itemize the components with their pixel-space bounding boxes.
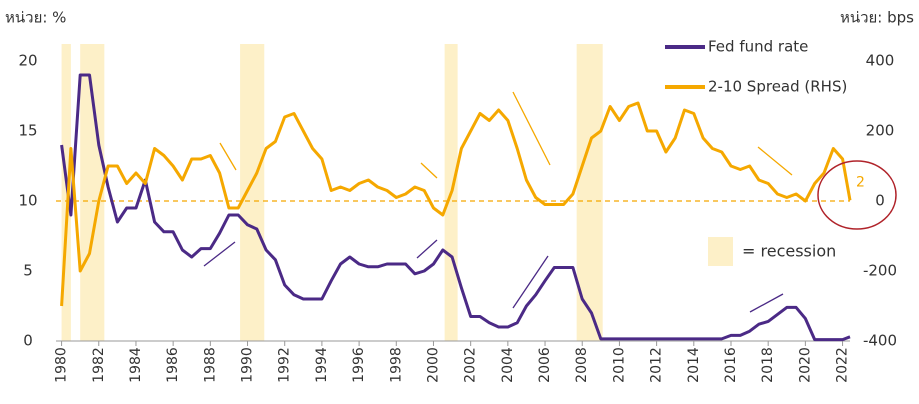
legend-label: Fed fund rate [708, 38, 808, 56]
last-value-label: 2 [856, 174, 865, 190]
x-tick-label: 2004 [500, 347, 516, 383]
x-tick-label: 2016 [723, 347, 739, 383]
y2-tick-label: -400 [863, 332, 897, 350]
highlight-circle [817, 160, 897, 230]
arrows [203, 91, 793, 313]
y-tick-label: 15 [18, 122, 37, 140]
x-tick-label: 1984 [128, 347, 144, 383]
legend-label: 2-10 Spread (RHS) [708, 78, 847, 96]
y2-tick-label: 400 [866, 52, 895, 70]
x-tick-label: 2010 [611, 347, 627, 383]
x-tick-label: 1996 [351, 347, 367, 383]
recession-legend-label: = recession [742, 242, 836, 261]
y2-unit-label: หน่วย: bps [840, 9, 914, 27]
recession-band [61, 44, 71, 341]
y-tick-label: 5 [23, 262, 33, 280]
x-tick-label: 2002 [463, 347, 479, 383]
x-tick-label: 1998 [388, 347, 404, 383]
y-tick-label: 20 [18, 52, 37, 70]
x-tick-label: 1986 [165, 347, 181, 383]
recession-band [240, 44, 265, 341]
x-tick-label: 2014 [686, 347, 702, 383]
x-tick-label: 2006 [537, 347, 553, 383]
x-tick-label: 1992 [277, 347, 293, 383]
y-tick-label: 0 [23, 332, 33, 350]
x-tick-label: 1980 [54, 347, 70, 383]
series-line [60, 101, 852, 307]
series-line [60, 73, 851, 342]
recession-legend-swatch [708, 237, 733, 266]
x-tick-label: 2012 [649, 347, 665, 383]
x-tick-label: 2020 [797, 347, 813, 383]
x-tick-label: 2018 [760, 347, 776, 383]
x-tick-label: 2008 [574, 347, 590, 383]
x-tick-label: 2000 [425, 347, 441, 383]
y2-tick-label: 200 [866, 122, 895, 140]
y2-tick-label: -200 [863, 262, 897, 280]
y-unit-label: หน่วย: % [5, 9, 66, 27]
y2-tick-label: 0 [875, 192, 885, 210]
x-tick-label: 2022 [835, 347, 851, 383]
x-tick-label: 1994 [314, 347, 330, 383]
x-tick-label: 1988 [202, 347, 218, 383]
x-tick-label: 1990 [240, 347, 256, 383]
y-tick-label: 10 [18, 192, 37, 210]
x-tick-label: 1982 [91, 347, 107, 383]
